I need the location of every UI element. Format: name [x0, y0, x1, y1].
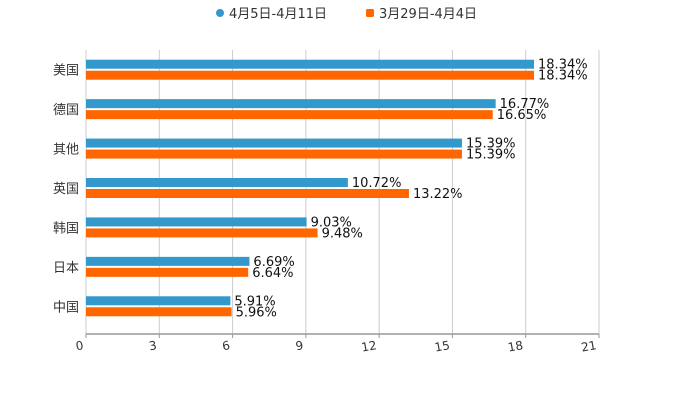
data-label: 10.72%: [352, 176, 402, 191]
data-label: 15.39%: [466, 137, 516, 152]
legend-marker: [216, 9, 224, 17]
x-tick-label: 18: [507, 338, 524, 354]
y-category-label: 德国: [53, 103, 79, 118]
data-label: 13.22%: [413, 187, 463, 202]
data-label: 16.77%: [500, 97, 550, 112]
bar: [86, 59, 535, 69]
data-label: 6.64%: [252, 266, 293, 281]
bar: [86, 228, 318, 238]
bar: [86, 189, 409, 198]
legend-marker: [366, 9, 374, 17]
data-label: 18.34%: [538, 69, 588, 84]
data-label: 9.48%: [322, 226, 363, 241]
y-category-label: 中国: [53, 300, 79, 315]
y-category-label: 英国: [53, 182, 79, 197]
bar: [86, 296, 231, 306]
bar: [86, 99, 496, 109]
x-tick-label: 9: [294, 338, 304, 353]
bar: [86, 178, 348, 187]
bar: [86, 70, 535, 80]
bar: [86, 217, 307, 227]
data-label: 5.91%: [234, 294, 275, 309]
data-label: 5.96%: [236, 305, 277, 320]
bar: [86, 307, 232, 317]
bar: [86, 256, 250, 266]
x-tick-label: 12: [360, 338, 377, 354]
x-tick-label: 6: [221, 338, 231, 353]
data-label: 18.34%: [538, 58, 588, 73]
x-tick-label: 3: [148, 338, 158, 353]
y-category-label: 韩国: [53, 221, 79, 236]
y-category-label: 美国: [53, 64, 79, 79]
data-label: 6.69%: [253, 255, 294, 270]
data-label: 15.39%: [466, 148, 516, 163]
bar: [86, 138, 462, 148]
bar: [86, 149, 462, 159]
x-tick-label: 21: [580, 338, 597, 354]
data-label: 16.65%: [497, 108, 547, 123]
bar: [86, 267, 249, 277]
x-tick-label: 0: [75, 338, 85, 353]
bar: [86, 110, 493, 120]
y-category-label: 日本: [53, 261, 79, 276]
data-label: 9.03%: [311, 215, 352, 230]
legend-label: 3月29日-4月4日: [379, 7, 477, 22]
legend-label: 4月5日-4月11日: [229, 7, 327, 22]
x-tick-label: 15: [433, 338, 450, 354]
y-category-label: 其他: [53, 143, 79, 158]
